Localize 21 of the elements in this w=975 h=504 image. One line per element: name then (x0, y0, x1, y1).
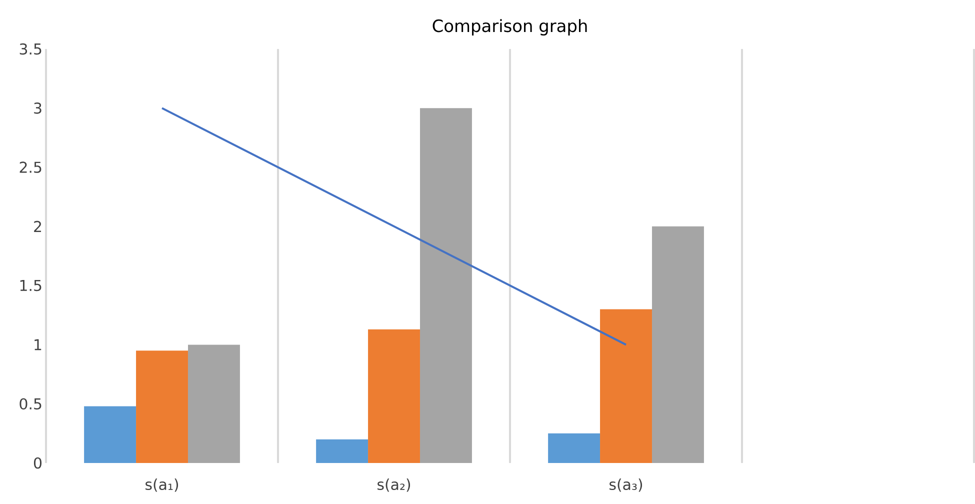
y-tick-label: 2.5 (20, 162, 42, 173)
bar (84, 406, 136, 463)
y-tick-label: 2 (34, 220, 41, 232)
bar (420, 108, 472, 463)
bar (652, 226, 704, 463)
bar (136, 350, 188, 463)
y-tick-label: 3 (34, 102, 42, 114)
x-tick-label: s(a₂) (378, 478, 410, 492)
y-tick-label: 0 (34, 457, 42, 469)
bar (600, 309, 652, 463)
bar (368, 329, 420, 463)
y-tick-label: 1.5 (20, 280, 42, 292)
x-tick-label: s(a₃) (610, 478, 642, 492)
y-tick-label: 3.5 (20, 43, 42, 55)
bar (188, 344, 240, 463)
x-tick-label: s(a₁) (146, 478, 178, 492)
y-tick-label: 0.5 (20, 398, 42, 410)
bar (548, 433, 600, 463)
chart-title: Comparison graph (432, 19, 587, 36)
y-tick-label: 1 (34, 339, 42, 350)
bar (316, 439, 368, 463)
